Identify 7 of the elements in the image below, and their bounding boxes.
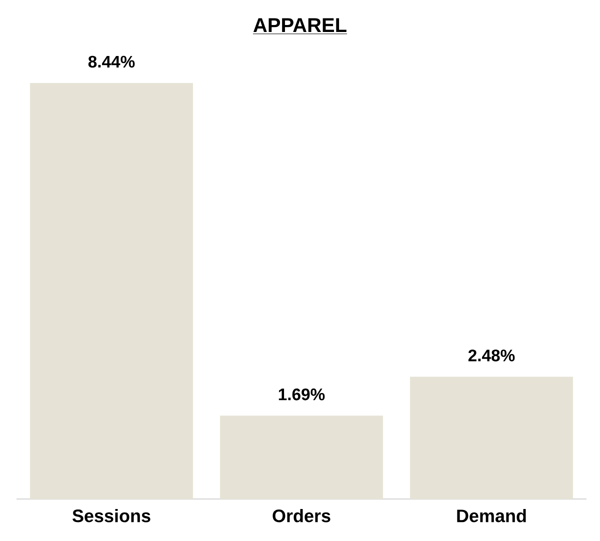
data-label: 2.48%	[468, 350, 515, 362]
x-tick-label: Demand	[457, 509, 526, 522]
data-label: 8.44%	[88, 56, 135, 68]
x-tick-label: Sessions	[72, 509, 150, 522]
data-label: 1.69%	[278, 388, 325, 400]
chart-title: APPAREL	[253, 18, 346, 32]
x-tick-label: Orders	[272, 509, 330, 522]
